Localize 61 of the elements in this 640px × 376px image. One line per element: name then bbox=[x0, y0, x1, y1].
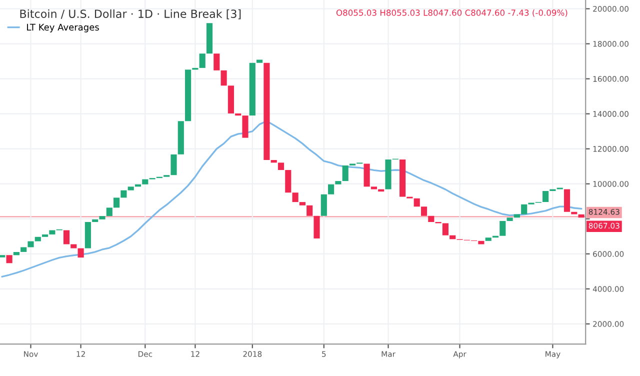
bar bbox=[142, 179, 148, 184]
bar bbox=[342, 165, 348, 182]
bar bbox=[278, 162, 284, 170]
bar bbox=[228, 86, 234, 114]
bar bbox=[249, 62, 256, 116]
bar bbox=[28, 241, 34, 248]
bar bbox=[370, 186, 377, 190]
bar bbox=[185, 70, 192, 122]
bar bbox=[6, 255, 12, 264]
text: Bitcoin / U.S. Dollar · 1D · Line Break [3] bbox=[20, 9, 241, 20]
bar bbox=[299, 202, 306, 206]
bar bbox=[199, 54, 206, 68]
bar bbox=[571, 212, 578, 214]
bar bbox=[485, 238, 492, 241]
bar bbox=[264, 62, 270, 160]
bar bbox=[335, 181, 342, 184]
bar bbox=[500, 220, 506, 236]
bar bbox=[235, 113, 242, 116]
bar bbox=[506, 218, 513, 221]
bar bbox=[20, 247, 27, 252]
legend-label: LT Key Averages bbox=[27, 24, 99, 32]
bar bbox=[63, 230, 70, 244]
bar bbox=[564, 189, 570, 212]
bar bbox=[400, 160, 406, 197]
bar bbox=[106, 208, 112, 216]
line-series bbox=[1, 120, 582, 278]
bar bbox=[170, 154, 177, 176]
bar bbox=[542, 191, 549, 202]
bar bbox=[42, 234, 48, 237]
bar bbox=[99, 216, 106, 220]
bar bbox=[270, 160, 277, 163]
bar bbox=[364, 164, 370, 187]
bar bbox=[178, 121, 184, 154]
bar bbox=[385, 160, 392, 190]
bar bbox=[84, 222, 91, 248]
bar bbox=[49, 230, 56, 234]
bar bbox=[214, 54, 220, 70]
bar bbox=[306, 205, 313, 216]
bar bbox=[442, 223, 448, 236]
bar bbox=[120, 190, 127, 198]
bar bbox=[34, 236, 41, 242]
bar bbox=[328, 184, 334, 194]
bar bbox=[78, 248, 84, 258]
bar bbox=[114, 198, 120, 208]
bar bbox=[420, 206, 428, 216]
bar bbox=[13, 252, 20, 256]
bar bbox=[92, 219, 98, 222]
annotation: O8055.03 H8055.03 L8047.60 C8047.60 -7.43 (-0.09%) bbox=[336, 9, 568, 17]
bar bbox=[521, 204, 528, 214]
bar bbox=[314, 216, 320, 238]
bar bbox=[70, 244, 77, 248]
bar bbox=[220, 70, 227, 86]
bar bbox=[292, 192, 298, 202]
bar bbox=[128, 186, 134, 190]
bar bbox=[285, 170, 292, 193]
bar bbox=[320, 194, 327, 216]
bar bbox=[414, 198, 420, 207]
bar bbox=[428, 216, 434, 222]
bar bbox=[242, 116, 248, 138]
bar bbox=[206, 23, 213, 54]
bar bbox=[256, 60, 263, 63]
